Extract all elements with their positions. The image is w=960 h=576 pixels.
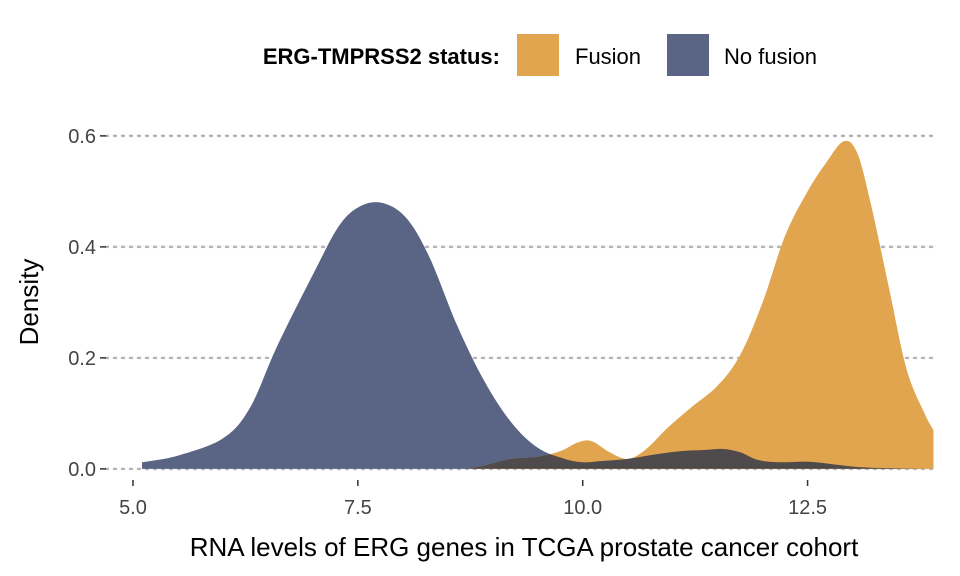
x-tick-label: 5.0 <box>119 497 147 519</box>
y-axis: 0.0 0.2 0.4 0.6 <box>68 126 106 481</box>
x-tick-label: 7.5 <box>344 497 372 519</box>
x-tick-label: 12.5 <box>788 497 827 519</box>
x-axis-title: RNA levels of ERG genes in TCGA prostate… <box>190 532 859 562</box>
legend-key-no-fusion <box>665 32 711 78</box>
density-area-no-fusion <box>141 202 934 469</box>
legend-title: ERG-TMPRSS2 status: <box>263 44 500 69</box>
plot-area <box>141 140 934 469</box>
y-tick-label: 0.0 <box>68 459 96 481</box>
y-tick-label: 0.6 <box>68 126 96 148</box>
y-axis-title: Density <box>14 259 44 346</box>
legend: ERG-TMPRSS2 status: Fusion No fusion <box>263 32 817 78</box>
legend-label-fusion: Fusion <box>575 44 641 69</box>
y-tick-label: 0.4 <box>68 237 96 259</box>
x-axis: 5.0 7.5 10.0 12.5 <box>119 480 827 519</box>
legend-key-fusion <box>515 32 561 78</box>
y-tick-label: 0.2 <box>68 348 96 370</box>
density-area-fusion <box>465 140 934 469</box>
legend-label-no-fusion: No fusion <box>724 44 817 69</box>
x-tick-label: 10.0 <box>563 497 602 519</box>
